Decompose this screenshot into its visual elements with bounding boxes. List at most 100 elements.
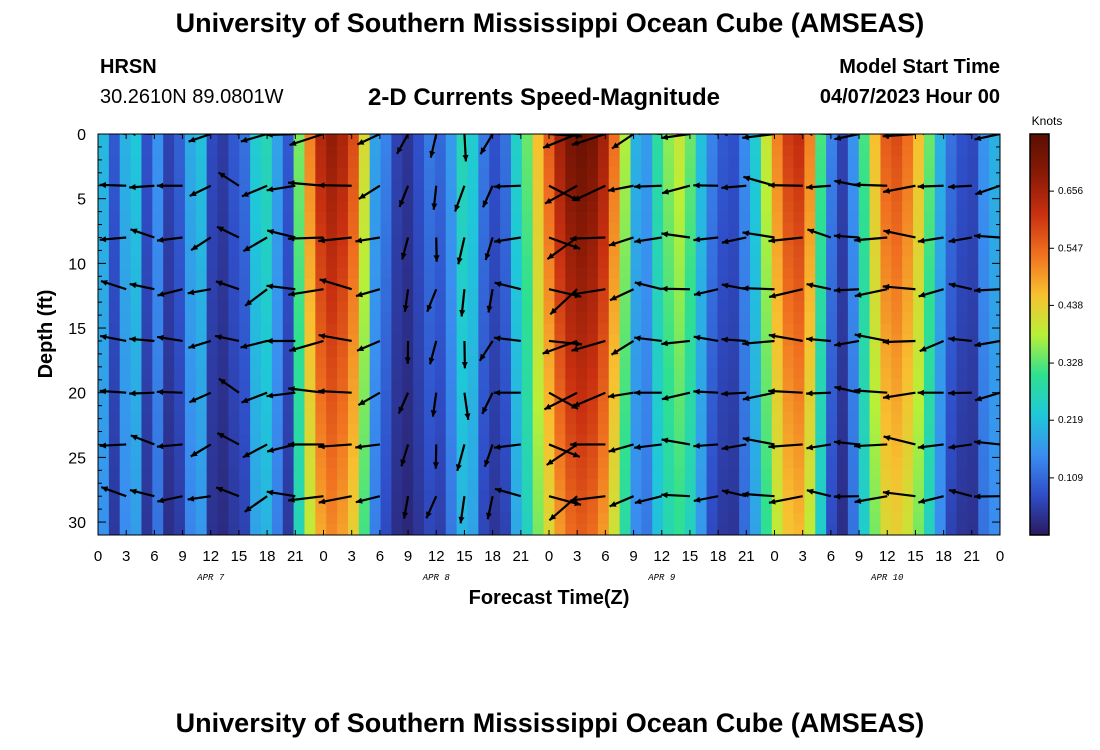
heatmap-cell — [217, 468, 230, 480]
heatmap-cell — [500, 211, 512, 224]
heatmap-cell — [804, 267, 816, 280]
heatmap-cell — [500, 512, 512, 525]
heatmap-cell — [956, 267, 968, 280]
heatmap-cell — [673, 256, 686, 269]
heatmap-cell — [467, 267, 479, 280]
heatmap-cell — [608, 134, 621, 146]
heatmap-cell — [293, 356, 306, 369]
heatmap-cell — [532, 390, 545, 402]
chart-subtitle: 2-D Currents Speed-Magnitude — [368, 84, 721, 111]
heatmap-cell — [619, 223, 632, 235]
heatmap-cell — [293, 145, 306, 157]
heatmap-cell — [380, 512, 393, 525]
current-vector — [768, 182, 803, 189]
heatmap-cell — [673, 312, 686, 324]
heatmap-cell — [923, 457, 936, 469]
heatmap-cell — [826, 278, 838, 291]
heatmap-cell — [706, 423, 719, 436]
heatmap-cell — [315, 223, 327, 235]
heatmap-cell — [304, 490, 316, 503]
heatmap-cell — [826, 301, 838, 313]
heatmap-cell — [967, 423, 979, 436]
heatmap-cell — [282, 189, 295, 202]
heatmap-cell — [695, 345, 708, 358]
heatmap-cell — [478, 323, 490, 336]
heatmap-cell — [445, 301, 458, 313]
heatmap-cell — [369, 145, 382, 157]
heatmap-cell — [728, 479, 740, 492]
heatmap-cell — [510, 523, 523, 535]
heatmap-cell — [369, 156, 382, 169]
heatmap-cell — [174, 245, 186, 258]
heatmap-cell — [717, 501, 729, 514]
heatmap-cell — [195, 345, 208, 358]
heatmap-cell — [663, 323, 675, 336]
heatmap-cell — [326, 501, 338, 514]
heatmap-cell — [141, 256, 153, 269]
heatmap-cell — [934, 178, 947, 191]
heatmap-cell — [130, 312, 143, 324]
heatmap-cell — [880, 379, 892, 391]
heatmap-cell — [358, 156, 371, 169]
heatmap-cell — [174, 468, 186, 480]
heatmap-cell — [630, 490, 642, 503]
heatmap-cell — [565, 367, 577, 380]
heatmap-cell — [424, 167, 436, 180]
heatmap-cell — [445, 501, 458, 514]
heatmap-cell — [391, 278, 403, 291]
heatmap-cell — [869, 223, 882, 235]
heatmap-cell — [956, 434, 968, 447]
heatmap-cell — [673, 334, 686, 347]
heatmap-cell — [521, 145, 534, 157]
heatmap-cell — [282, 367, 295, 380]
heatmap-cell — [641, 512, 653, 525]
heatmap-cell — [413, 145, 425, 157]
heatmap-cell — [119, 234, 132, 246]
heatmap-cell — [543, 379, 556, 391]
current-vector — [156, 389, 183, 396]
heatmap-cell — [261, 401, 273, 414]
heatmap-cell — [641, 156, 653, 169]
heatmap-cell — [619, 356, 632, 369]
heatmap-cell — [293, 312, 306, 324]
heatmap-cell — [706, 401, 719, 414]
heatmap-cell — [956, 345, 968, 358]
heatmap-cell — [793, 423, 805, 436]
heatmap-cell — [652, 356, 664, 369]
heatmap-cell — [380, 468, 393, 480]
heatmap-cell — [804, 412, 816, 425]
heatmap-cell — [369, 468, 382, 480]
heatmap-cell — [913, 501, 925, 514]
current-vector — [854, 236, 888, 243]
heatmap-cell — [750, 356, 762, 369]
heatmap-cell — [391, 223, 403, 235]
heatmap-cell — [163, 289, 175, 302]
heatmap-cell — [663, 512, 675, 525]
heatmap-cell — [728, 289, 740, 302]
heatmap-cell — [880, 312, 892, 324]
heatmap-cell — [119, 445, 132, 458]
x-tick-label: 12 — [428, 548, 445, 565]
heatmap-cell — [195, 156, 208, 169]
heatmap-cell — [652, 412, 664, 425]
heatmap-cell — [141, 390, 153, 402]
heatmap-cell — [684, 156, 697, 169]
current-vector — [456, 444, 466, 472]
heatmap-cell — [434, 323, 447, 336]
heatmap-cell — [673, 479, 686, 492]
heatmap-cell — [141, 267, 153, 280]
heatmap-cell — [532, 156, 545, 169]
y-tick-label: 5 — [77, 192, 86, 209]
heatmap-cell — [271, 234, 284, 246]
heatmap-cell — [184, 445, 197, 458]
heatmap-cell — [923, 523, 936, 535]
heatmap-cell — [945, 523, 958, 535]
heatmap-cell — [326, 334, 338, 347]
heatmap-cell — [271, 356, 284, 369]
heatmap-cell — [565, 256, 577, 269]
heatmap-cell — [793, 156, 805, 169]
heatmap-cell — [337, 189, 349, 202]
heatmap-cell — [836, 367, 849, 380]
y-tick-label: 15 — [68, 321, 86, 338]
heatmap-cell — [739, 512, 751, 525]
